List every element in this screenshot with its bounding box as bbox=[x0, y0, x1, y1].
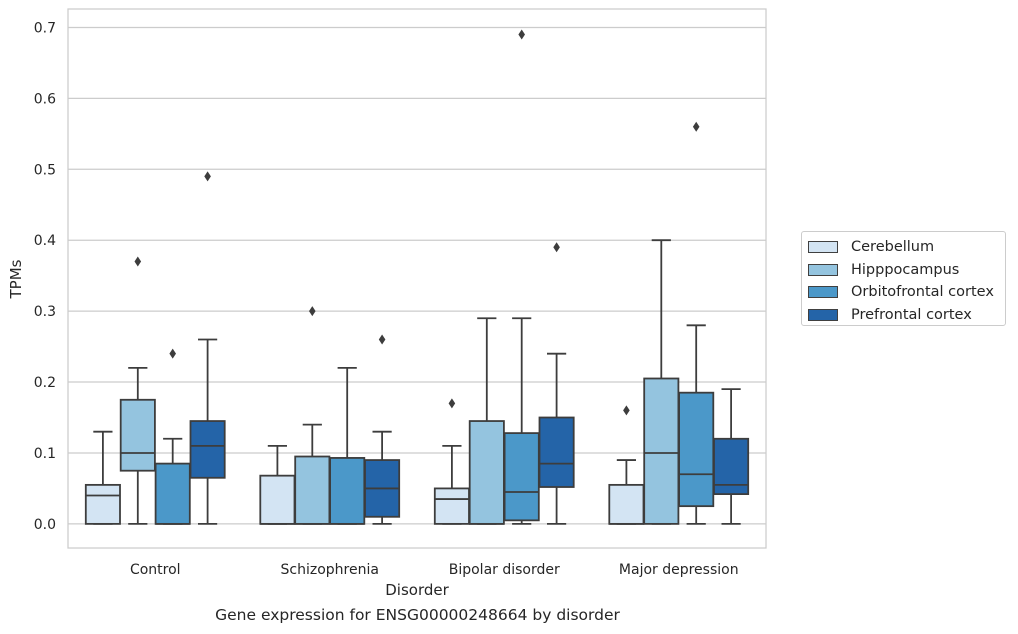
box bbox=[259, 474, 296, 525]
box bbox=[538, 416, 575, 488]
box-prefrontal-cortex bbox=[189, 171, 226, 525]
legend-item: Hipppocampus bbox=[808, 259, 1005, 282]
y-tick-label: 0.1 bbox=[34, 446, 56, 462]
outlier-point bbox=[553, 242, 560, 253]
outlier-point bbox=[169, 348, 176, 359]
y-tick-label: 0.2 bbox=[34, 375, 56, 391]
box-prefrontal-cortex bbox=[364, 334, 401, 525]
outlier-point bbox=[692, 121, 700, 132]
box-cerebellum bbox=[608, 405, 645, 525]
x-tick-label: Major depression bbox=[619, 562, 739, 578]
legend-swatch bbox=[808, 308, 838, 321]
box bbox=[643, 377, 680, 525]
box bbox=[608, 483, 645, 525]
box-orbitofrontal-cortex bbox=[678, 121, 715, 525]
legend-item: Prefrontal cortex bbox=[808, 304, 1005, 327]
box bbox=[84, 483, 121, 525]
box bbox=[154, 462, 191, 525]
y-tick-label: 0.3 bbox=[34, 304, 56, 320]
box-orbitofrontal-cortex bbox=[154, 348, 191, 525]
box bbox=[294, 455, 331, 525]
box bbox=[119, 398, 156, 472]
y-tick-labels: 0.0 0.1 0.2 0.3 0.4 0.5 0.6 0.7 bbox=[34, 20, 56, 532]
legend-label: Orbitofrontal cortex bbox=[851, 284, 994, 301]
outlier-point bbox=[309, 306, 316, 317]
outlier-point bbox=[378, 334, 386, 345]
outlier-point bbox=[623, 405, 630, 416]
legend-label: Cerebellum bbox=[851, 239, 935, 256]
box-cerebellum bbox=[259, 444, 296, 525]
y-tick-label: 0.0 bbox=[34, 517, 56, 533]
x-tick-labels: Control Schizophrenia Bipolar disorder Majo… bbox=[130, 562, 739, 578]
legend-swatch bbox=[808, 286, 838, 299]
box-hipppocampus bbox=[468, 317, 505, 525]
legend-item: Cerebellum bbox=[808, 236, 1005, 259]
x-tick-label: Control bbox=[130, 562, 181, 578]
plot-frame bbox=[67, 8, 767, 549]
box bbox=[189, 420, 226, 479]
y-tick-label: 0.5 bbox=[34, 162, 56, 178]
outlier-point bbox=[448, 398, 456, 409]
boxes bbox=[84, 29, 750, 525]
box-orbitofrontal-cortex bbox=[503, 29, 540, 525]
legend-item: Orbitofrontal cortex bbox=[808, 281, 1005, 304]
outlier-point bbox=[134, 256, 142, 267]
box bbox=[713, 437, 750, 496]
outlier-point bbox=[518, 29, 525, 40]
box-hipppocampus bbox=[643, 239, 680, 525]
legend-swatch bbox=[808, 241, 838, 254]
box-cerebellum bbox=[433, 398, 470, 525]
box-hipppocampus bbox=[294, 306, 331, 525]
x-axis-label: Disorder bbox=[385, 581, 449, 599]
y-axis-label: TPMs bbox=[7, 259, 25, 299]
box-orbitofrontal-cortex bbox=[329, 366, 366, 525]
box-prefrontal-cortex bbox=[538, 242, 575, 525]
legend-label: Prefrontal cortex bbox=[851, 306, 972, 323]
legend-label: Hipppocampus bbox=[851, 261, 960, 278]
chart-caption: Gene expression for ENSG00000248664 by d… bbox=[215, 606, 620, 624]
y-tick-label: 0.7 bbox=[34, 20, 56, 36]
box bbox=[433, 487, 470, 525]
gridlines bbox=[68, 26, 766, 525]
legend: Cerebellum Hipppocampus Orbitofrontal cort… bbox=[801, 231, 1006, 326]
box bbox=[503, 432, 540, 522]
x-tick-label: Bipolar disorder bbox=[449, 562, 560, 578]
box bbox=[329, 457, 366, 525]
legend-swatch bbox=[808, 263, 838, 276]
x-tick-label: Schizophrenia bbox=[281, 562, 379, 578]
box-hipppocampus bbox=[119, 256, 156, 525]
outlier-point bbox=[204, 171, 211, 182]
box-cerebellum bbox=[84, 430, 121, 525]
box bbox=[468, 420, 505, 525]
y-tick-label: 0.6 bbox=[34, 91, 56, 107]
box bbox=[678, 391, 715, 508]
y-tick-label: 0.4 bbox=[34, 233, 56, 249]
box-prefrontal-cortex bbox=[713, 388, 750, 525]
